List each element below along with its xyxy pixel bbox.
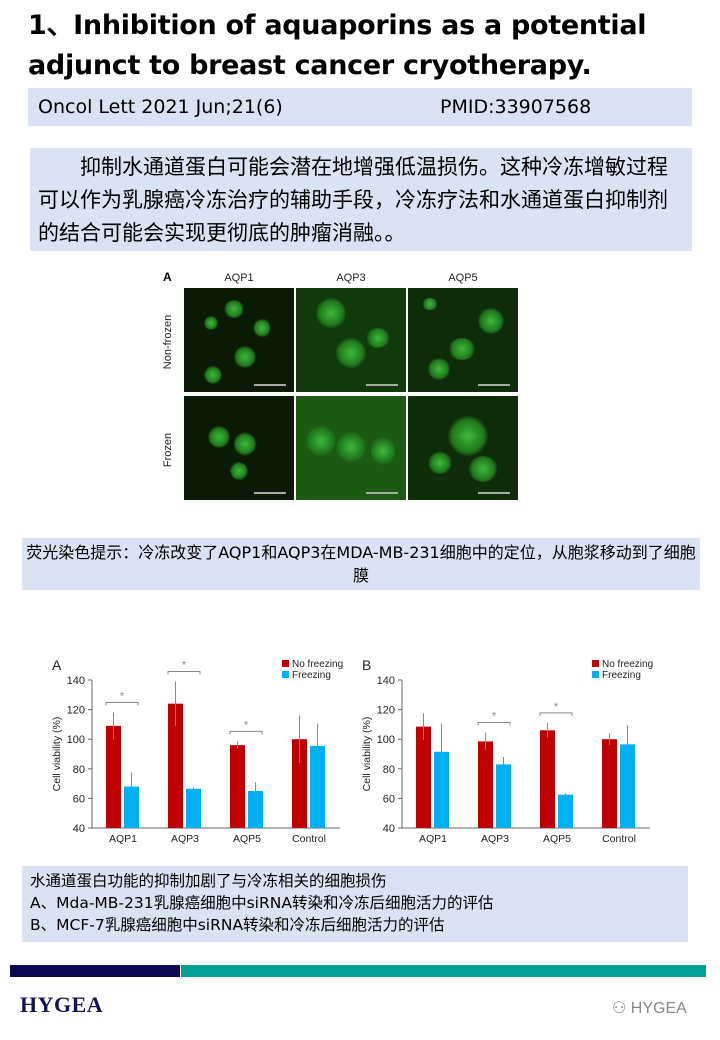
x-tick-label: AQP5	[543, 833, 571, 845]
bar	[230, 745, 245, 828]
bar	[292, 739, 307, 828]
significance-bracket	[539, 712, 573, 716]
legend-label: No freezing	[602, 659, 653, 670]
bar	[124, 786, 139, 828]
y-tick-label: 120	[67, 705, 85, 717]
bar-chart-a: A 40 60 80 100 120 140 Cell viability (%) AQP1 * A…	[51, 657, 343, 845]
bar	[620, 744, 635, 828]
findings-line-b: B、MCF-7乳腺癌细胞中siRNA转染和冷冻后细胞活力的评估	[30, 916, 445, 934]
significance-bracket	[229, 730, 263, 735]
micrograph-panel	[296, 288, 406, 392]
x-tick-label: Control	[602, 833, 636, 845]
significance-marker: *	[182, 659, 187, 671]
micrograph-panel	[184, 396, 294, 500]
page-title: 1、Inhibition of aquaporins as a potentia…	[28, 10, 647, 81]
findings-box: 水通道蛋白功能的抑制加剧了与冷冻相关的细胞损伤 A、Mda-MB-231乳腺癌细…	[22, 866, 688, 942]
hygea-logo: HYGEA	[20, 992, 104, 1017]
significance-marker: *	[244, 719, 249, 731]
significance-bracket	[105, 702, 139, 706]
wechat-icon: ⚇	[612, 1000, 627, 1017]
y-tick-label: 120	[377, 705, 395, 717]
y-axis-label: Cell viability (%)	[361, 717, 373, 792]
row-label: Non-frozen	[162, 314, 174, 370]
bar	[434, 751, 449, 828]
y-tick-label: 140	[377, 675, 395, 687]
legend-swatch	[592, 660, 599, 667]
panel-label: A	[52, 657, 62, 673]
watermark: ⚇ HYGEA	[612, 998, 687, 1018]
bar	[168, 703, 183, 828]
y-tick-label: 80	[383, 764, 395, 776]
x-tick-label: AQP1	[419, 833, 447, 845]
x-tick-label: AQP3	[171, 833, 199, 845]
watermark-text: HYGEA	[630, 1000, 687, 1017]
legend-swatch	[282, 671, 289, 678]
pmid: PMID:33907568	[440, 96, 592, 118]
column-label: AQP5	[448, 272, 478, 284]
bar	[416, 726, 431, 828]
bar	[478, 741, 493, 828]
micrograph-panel	[408, 288, 518, 392]
findings-line-a: A、Mda-MB-231乳腺癌细胞中siRNA转染和冷冻后细胞活力的评估	[30, 894, 494, 912]
citation-bar: Oncol Lett 2021 Jun;21(6) PMID:33907568	[28, 88, 692, 126]
y-tick-label: 60	[73, 793, 85, 805]
bar	[106, 725, 121, 828]
y-tick-label: 100	[67, 734, 85, 746]
y-tick-label: 80	[73, 764, 85, 776]
footer-band-navy	[10, 965, 180, 977]
x-tick-label: Control	[292, 833, 326, 845]
bar	[186, 788, 201, 828]
bar-chart-b: B 40 60 80 100 120 140 Cell viability (%) AQP1 AQ…	[361, 657, 653, 845]
x-tick-label: AQP3	[481, 833, 509, 845]
micrograph-panel	[184, 288, 294, 392]
row-label: Frozen	[162, 432, 174, 468]
bar	[558, 794, 573, 828]
legend-label: No freezing	[292, 659, 343, 670]
legend-swatch	[282, 660, 289, 667]
panel-label: B	[362, 657, 371, 673]
footer-band-teal	[181, 965, 706, 977]
significance-bracket	[167, 670, 201, 675]
x-tick-label: AQP1	[109, 833, 137, 845]
legend-label: Freezing	[602, 670, 641, 681]
bar	[496, 764, 511, 828]
micrograph-panel-label: A	[163, 270, 172, 284]
significance-marker: *	[554, 701, 559, 713]
y-tick-label: 100	[377, 734, 395, 746]
micrograph-figure: A AQP1 AQP3 AQP5 Non-frozen Frozen	[160, 266, 525, 506]
figure-caption: 荧光染色提示：冷冻改变了AQP1和AQP3在MDA-MB-231细胞中的定位，从…	[22, 538, 700, 590]
legend-label: Freezing	[292, 670, 331, 681]
legend-swatch	[592, 671, 599, 678]
significance-marker: *	[492, 711, 497, 723]
micrograph-panel	[296, 396, 406, 500]
significance-marker: *	[120, 691, 125, 703]
findings-heading: 水通道蛋白功能的抑制加剧了与冷冻相关的细胞损伤	[30, 872, 387, 890]
bar	[540, 730, 555, 828]
significance-bracket	[477, 722, 511, 726]
journal-citation: Oncol Lett 2021 Jun;21(6)	[38, 96, 283, 118]
y-tick-label: 140	[67, 675, 85, 687]
column-label: AQP3	[336, 272, 366, 284]
bar	[602, 739, 617, 828]
y-axis-label: Cell viability (%)	[51, 717, 63, 792]
x-tick-label: AQP5	[233, 833, 261, 845]
column-label: AQP1	[224, 272, 254, 284]
micrograph-panel	[408, 396, 518, 500]
y-tick-label: 60	[383, 793, 395, 805]
bar	[248, 791, 263, 828]
y-tick-label: 40	[383, 823, 395, 835]
summary-text: 抑制水通道蛋白可能会潜在地增强低温损伤。这种冷冻增敏过程可以作为乳腺癌冷冻治疗的…	[30, 148, 692, 251]
bar	[310, 745, 325, 828]
y-tick-label: 40	[73, 823, 85, 835]
